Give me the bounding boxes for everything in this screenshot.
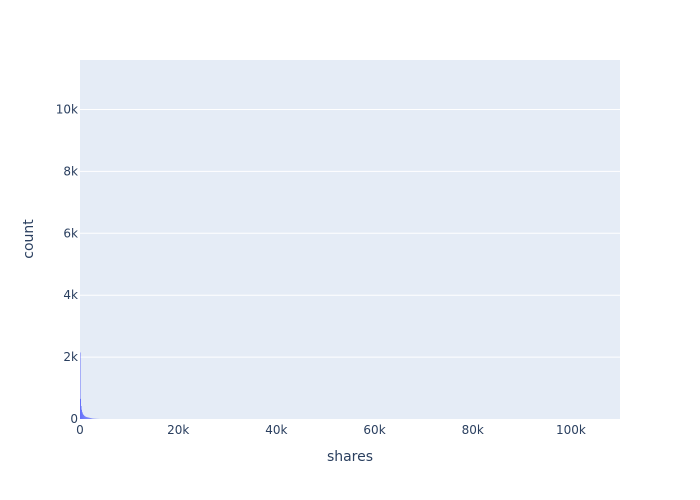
y-tick-label: 0 (70, 412, 78, 426)
plot-background (80, 60, 620, 419)
y-gridlines (80, 109, 620, 358)
y-tick-label: 10k (56, 103, 78, 117)
x-axis-title: shares (327, 449, 373, 465)
x-tick-labels: 0 20k 40k 60k 80k 100k (76, 423, 586, 437)
x-tick-label: 100k (556, 423, 586, 437)
histogram-bars[interactable] (80, 352, 100, 419)
y-tick-labels: 0 2k 4k 6k 8k 10k (56, 103, 78, 426)
x-tick-label: 20k (167, 423, 189, 437)
x-tick-label: 0 (76, 423, 84, 437)
x-tick-label: 80k (462, 423, 484, 437)
y-tick-label: 8k (63, 164, 78, 178)
y-axis-title: count (21, 219, 37, 259)
x-tick-label: 40k (265, 423, 287, 437)
y-tick-label: 2k (63, 350, 78, 364)
y-tick-label: 6k (63, 226, 78, 240)
y-tick-label: 4k (63, 288, 78, 302)
x-tick-label: 60k (363, 423, 385, 437)
